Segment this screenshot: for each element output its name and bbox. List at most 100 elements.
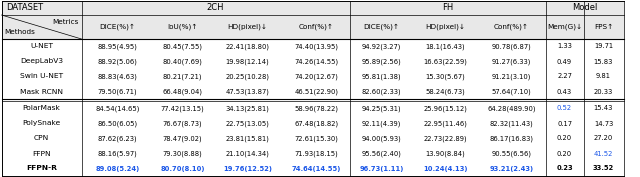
Text: 47.53(13.87): 47.53(13.87) <box>225 88 269 95</box>
Text: Swin U-NET: Swin U-NET <box>20 73 63 79</box>
Text: 15.43: 15.43 <box>594 105 613 112</box>
Text: 0.20: 0.20 <box>557 150 572 156</box>
Text: 19.71: 19.71 <box>594 44 613 50</box>
Text: 41.52: 41.52 <box>594 150 613 156</box>
Text: 34.13(25.81): 34.13(25.81) <box>225 105 269 112</box>
Text: IoU(%)↑: IoU(%)↑ <box>167 24 198 30</box>
Text: 95.89(2.56): 95.89(2.56) <box>362 58 401 65</box>
Text: 82.32(11.43): 82.32(11.43) <box>490 120 533 127</box>
Text: PolySnake: PolySnake <box>22 121 61 127</box>
Text: Mask RCNN: Mask RCNN <box>20 88 63 95</box>
Bar <box>1 1 623 15</box>
Text: 86.50(6.05): 86.50(6.05) <box>97 120 138 127</box>
Text: HD(pixel)↓: HD(pixel)↓ <box>426 24 465 30</box>
Text: PolarMask: PolarMask <box>22 105 60 112</box>
Text: Methods: Methods <box>4 29 35 35</box>
Text: 0.49: 0.49 <box>557 59 572 64</box>
Text: 10.24(4.13): 10.24(4.13) <box>423 165 468 172</box>
Text: 78.47(9.02): 78.47(9.02) <box>163 135 202 142</box>
Text: Conf(%)↑: Conf(%)↑ <box>494 24 529 30</box>
Text: 18.1(16.43): 18.1(16.43) <box>426 43 465 50</box>
Text: 91.27(6.33): 91.27(6.33) <box>492 58 531 65</box>
Text: 20.25(10.28): 20.25(10.28) <box>225 73 269 80</box>
Text: 74.64(14.55): 74.64(14.55) <box>292 165 341 172</box>
Text: 22.75(13.05): 22.75(13.05) <box>225 120 269 127</box>
Text: 96.73(1.11): 96.73(1.11) <box>359 165 404 172</box>
Text: Metrics: Metrics <box>52 19 79 25</box>
Text: 80.40(7.69): 80.40(7.69) <box>163 58 202 65</box>
Text: 0.43: 0.43 <box>557 88 572 95</box>
Text: 88.92(5.06): 88.92(5.06) <box>97 58 138 65</box>
Text: 91.21(3.10): 91.21(3.10) <box>492 73 531 80</box>
Text: 58.96(78.22): 58.96(78.22) <box>294 105 339 112</box>
Bar <box>1 15 623 39</box>
Text: 72.61(15.30): 72.61(15.30) <box>294 135 339 142</box>
Text: 74.40(13.95): 74.40(13.95) <box>294 43 339 50</box>
Text: 94.92(3.27): 94.92(3.27) <box>362 43 401 50</box>
Text: 0.17: 0.17 <box>557 121 572 127</box>
Text: 74.20(12.67): 74.20(12.67) <box>294 73 339 80</box>
Text: 71.93(18.15): 71.93(18.15) <box>294 150 339 157</box>
Text: 66.48(9.04): 66.48(9.04) <box>163 88 202 95</box>
Text: 82.60(2.33): 82.60(2.33) <box>362 88 401 95</box>
Text: 79.50(6.71): 79.50(6.71) <box>98 88 138 95</box>
Text: 92.11(4.39): 92.11(4.39) <box>362 120 401 127</box>
Text: 93.21(2.43): 93.21(2.43) <box>490 165 534 172</box>
Text: Mem(G)↓: Mem(G)↓ <box>547 24 582 30</box>
Text: DICE(%)↑: DICE(%)↑ <box>99 24 136 30</box>
Text: 90.78(6.87): 90.78(6.87) <box>492 43 531 50</box>
Text: 46.51(22.90): 46.51(22.90) <box>294 88 339 95</box>
Text: 76.67(8.73): 76.67(8.73) <box>163 120 202 127</box>
Text: FH: FH <box>442 4 453 13</box>
Text: Model: Model <box>572 4 597 13</box>
Text: 80.45(7.55): 80.45(7.55) <box>163 43 202 50</box>
Text: 0.20: 0.20 <box>557 136 572 141</box>
Text: 58.24(6.73): 58.24(6.73) <box>426 88 465 95</box>
Text: 80.21(7.21): 80.21(7.21) <box>163 73 202 80</box>
Text: 15.83: 15.83 <box>594 59 613 64</box>
Text: 57.64(7.10): 57.64(7.10) <box>492 88 531 95</box>
Text: 25.96(15.12): 25.96(15.12) <box>424 105 467 112</box>
Text: 9.81: 9.81 <box>596 73 611 79</box>
Text: 89.08(5.24): 89.08(5.24) <box>95 165 140 172</box>
Text: 87.62(6.23): 87.62(6.23) <box>98 135 138 142</box>
Text: 0.23: 0.23 <box>556 165 573 172</box>
Text: DICE(%)↑: DICE(%)↑ <box>364 24 399 30</box>
Text: U-NET: U-NET <box>30 44 53 50</box>
Text: 13.90(8.84): 13.90(8.84) <box>426 150 465 157</box>
Text: 16.63(22.59): 16.63(22.59) <box>424 58 467 65</box>
Text: 64.28(489.90): 64.28(489.90) <box>487 105 536 112</box>
Text: 2.27: 2.27 <box>557 73 572 79</box>
Text: 20.33: 20.33 <box>594 88 613 95</box>
Text: 94.00(5.93): 94.00(5.93) <box>362 135 401 142</box>
Text: 95.81(1.38): 95.81(1.38) <box>362 73 401 80</box>
Text: FFPN-R: FFPN-R <box>26 165 57 172</box>
Text: 19.98(12.14): 19.98(12.14) <box>226 58 269 65</box>
Text: CPN: CPN <box>34 136 49 141</box>
Text: 90.55(6.56): 90.55(6.56) <box>492 150 531 157</box>
Text: 80.70(8.10): 80.70(8.10) <box>160 165 205 172</box>
Text: 88.95(4.95): 88.95(4.95) <box>97 43 138 50</box>
Text: DeepLabV3: DeepLabV3 <box>20 59 63 64</box>
Text: 15.30(5.67): 15.30(5.67) <box>426 73 465 80</box>
Text: DATASET: DATASET <box>6 4 44 13</box>
Text: 88.83(4.63): 88.83(4.63) <box>97 73 138 80</box>
Text: 27.20: 27.20 <box>594 136 613 141</box>
Text: 94.25(5.31): 94.25(5.31) <box>362 105 401 112</box>
Text: FPS↑: FPS↑ <box>594 24 613 30</box>
Text: 95.56(2.40): 95.56(2.40) <box>362 150 401 157</box>
Text: 1.33: 1.33 <box>557 44 572 50</box>
Text: 33.52: 33.52 <box>593 165 614 172</box>
Text: 0.52: 0.52 <box>557 105 572 112</box>
Text: 14.73: 14.73 <box>594 121 613 127</box>
Text: 21.10(14.34): 21.10(14.34) <box>225 150 269 157</box>
Text: HD(pixel)↓: HD(pixel)↓ <box>227 24 268 30</box>
Text: 2CH: 2CH <box>207 4 224 13</box>
Text: 86.17(16.83): 86.17(16.83) <box>490 135 534 142</box>
Text: 84.54(14.65): 84.54(14.65) <box>95 105 140 112</box>
Text: Conf(%)↑: Conf(%)↑ <box>299 24 334 30</box>
Text: 22.73(22.89): 22.73(22.89) <box>424 135 467 142</box>
Text: 74.26(14.55): 74.26(14.55) <box>294 58 339 65</box>
Text: 67.48(18.82): 67.48(18.82) <box>294 120 339 127</box>
Text: 19.76(12.52): 19.76(12.52) <box>223 165 272 172</box>
